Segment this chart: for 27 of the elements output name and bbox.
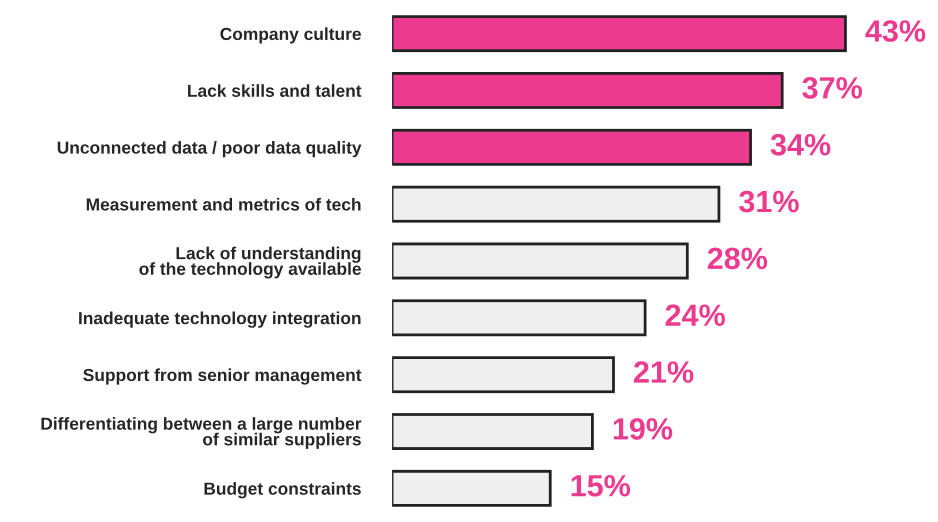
y-tick-label: Differentiating between a large number of similar suppliers [41, 417, 362, 449]
bar [392, 128, 752, 166]
data-label: 31% [739, 190, 799, 212]
y-tick-label: Unconnected data / poor data quality [58, 141, 362, 158]
bar [392, 470, 552, 507]
bar [392, 72, 784, 109]
bar [392, 15, 847, 52]
y-tick-label: Budget constraints [204, 482, 361, 498]
bar [392, 242, 689, 280]
data-label: 19% [614, 418, 672, 440]
data-label: 43% [865, 20, 926, 42]
bar [392, 356, 615, 394]
y-tick-label: Measurement and metrics of tech [86, 198, 360, 211]
data-label: 28% [708, 248, 768, 270]
y-tick-label: Lack of understanding of the technology available [139, 246, 361, 278]
data-label: 21% [634, 361, 694, 383]
y-tick-label: Support from senior management [83, 368, 362, 385]
data-label: 24% [666, 304, 725, 326]
y-tick-label: Inadequate technology integration [79, 312, 360, 328]
y-tick-label: Company culture [220, 27, 361, 44]
bar [392, 299, 647, 336]
data-label: 34% [770, 134, 830, 156]
bar [392, 413, 594, 450]
data-label: 37% [802, 77, 862, 99]
y-tick-label: Lack skills and talent [188, 84, 362, 97]
data-label: 15% [572, 475, 630, 497]
bar [392, 186, 720, 223]
